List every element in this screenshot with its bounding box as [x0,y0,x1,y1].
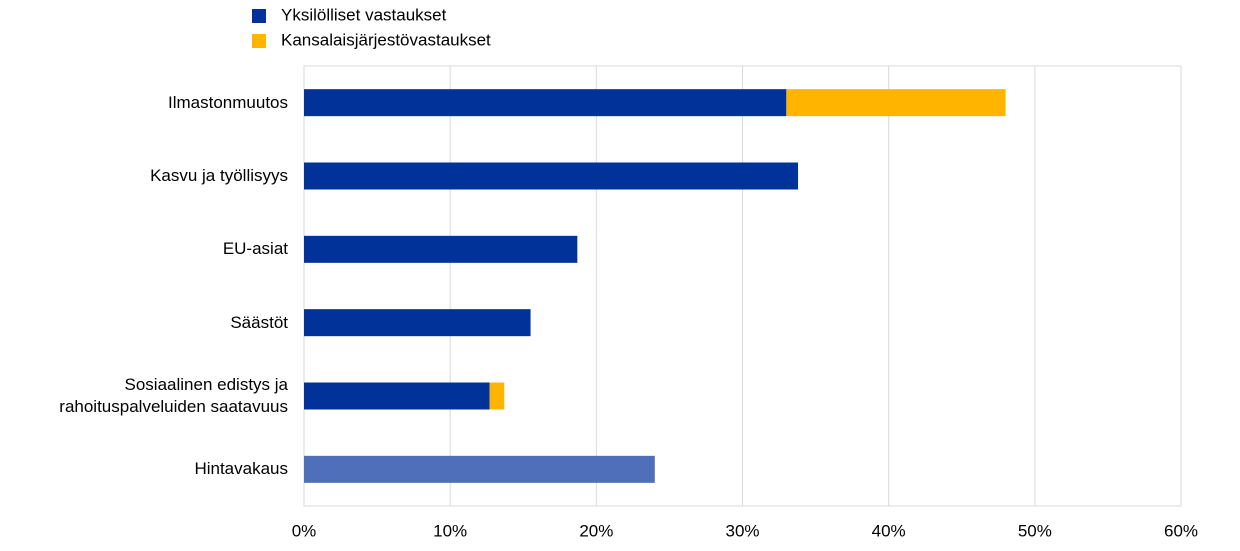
bar-segment [304,235,578,263]
legend-label: Yksilölliset vastaukset [281,5,447,24]
y-tick-label: Hintavakaus [194,459,288,479]
bar-segment [304,455,655,483]
x-tick-label: 0% [292,521,317,540]
bar-segment [786,89,1006,117]
y-tick-label: EU-asiat [222,239,288,259]
y-tick-label: Säästöt [230,312,288,332]
x-tick-label: 20% [579,521,613,540]
bar-segment [304,382,490,410]
y-tick-label: Ilmastonmuutos [168,92,288,112]
y-tick-label: Sosiaalinen edistys ja rahoituspalveluid… [59,375,288,416]
bar-segment [489,382,505,410]
bar-segment [304,89,787,117]
x-tick-label: 10% [433,521,467,540]
x-tick-label: 40% [872,521,906,540]
x-tick-label: 30% [725,521,759,540]
legend-swatch [252,9,266,23]
legend-swatch [252,34,266,48]
y-tick-label: Kasvu ja työllisyys [150,166,288,185]
bar-segment [304,309,531,337]
x-tick-label: 60% [1164,521,1198,540]
bar-segment [304,162,799,190]
x-tick-label: 50% [1018,521,1052,540]
legend-label: Kansalaisjärjestövastaukset [281,30,491,49]
